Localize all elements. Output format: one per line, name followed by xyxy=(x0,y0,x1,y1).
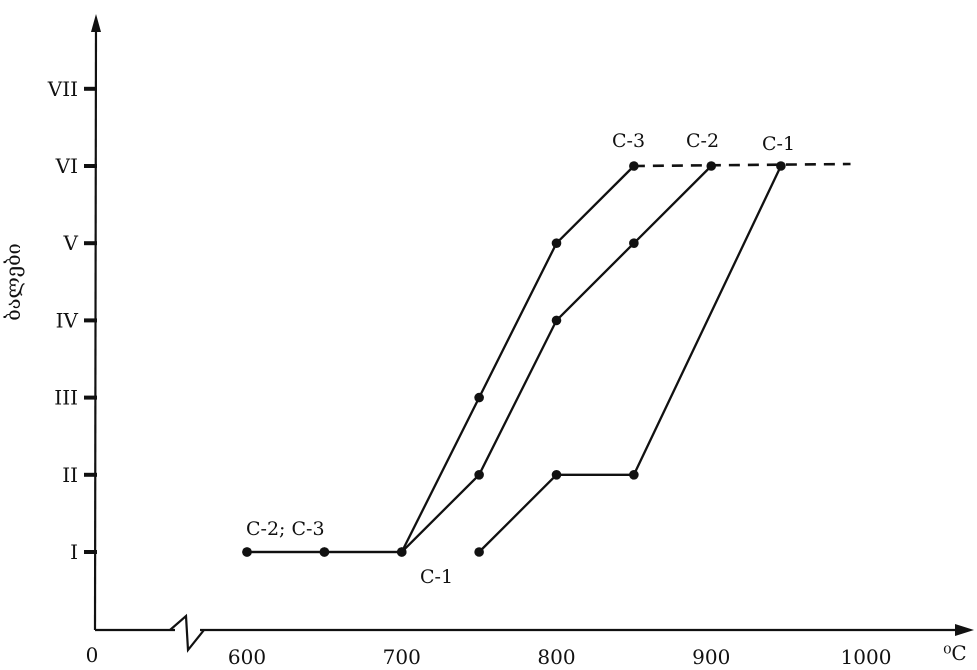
data-point-c3 xyxy=(551,238,562,248)
dashed-plateau-line xyxy=(633,162,851,168)
data-point-c3 xyxy=(474,392,484,403)
data-point-c1 xyxy=(551,470,562,480)
y-axis xyxy=(93,19,98,631)
x-axis-arrow xyxy=(955,624,974,636)
y-tick-label: V xyxy=(63,231,79,255)
x-origin-label: 0 xyxy=(86,643,99,667)
data-point-c1 xyxy=(776,161,786,171)
y-tick-label: II xyxy=(62,463,78,487)
series-line-c3 xyxy=(247,165,635,554)
data-point-c1 xyxy=(629,470,639,480)
data-point-c3 xyxy=(396,547,407,557)
y-axis-title: ბალები xyxy=(1,243,25,320)
series-line-c2 xyxy=(247,165,713,554)
x-tick-label: 800 xyxy=(537,645,575,669)
annotation-c2-end: C-2 xyxy=(686,130,719,152)
x-axis-unit-label: ⁰C xyxy=(943,641,966,665)
x-tick-label: 700 xyxy=(383,645,421,669)
x-axis-break xyxy=(169,613,205,653)
data-point-c2 xyxy=(629,238,639,248)
y-tick-label: I xyxy=(70,540,78,564)
series-line-c1 xyxy=(478,165,782,553)
x-tick-label: 900 xyxy=(692,645,730,669)
series-layer xyxy=(242,161,851,557)
data-point-c1 xyxy=(474,547,484,557)
y-tick-label: IV xyxy=(56,308,79,332)
annotation-c3-end: C-3 xyxy=(612,130,645,152)
y-tick-label: III xyxy=(54,386,78,410)
annotation-c1-start: C-1 xyxy=(420,566,453,588)
y-tick-label: VII xyxy=(47,77,78,101)
annotation-c2-c3-start: C-2; C-3 xyxy=(246,518,325,540)
data-point-c3 xyxy=(242,547,252,557)
data-point-c2 xyxy=(551,315,562,326)
x-tick-label: 600 xyxy=(228,645,266,669)
data-point-c2 xyxy=(474,470,484,480)
y-axis-arrow xyxy=(91,14,101,32)
data-point-c3 xyxy=(319,547,330,557)
y-tick-label: VI xyxy=(55,154,78,178)
annotation-c1-end: C-1 xyxy=(762,133,795,155)
x-tick-label: 1000 xyxy=(841,645,892,669)
